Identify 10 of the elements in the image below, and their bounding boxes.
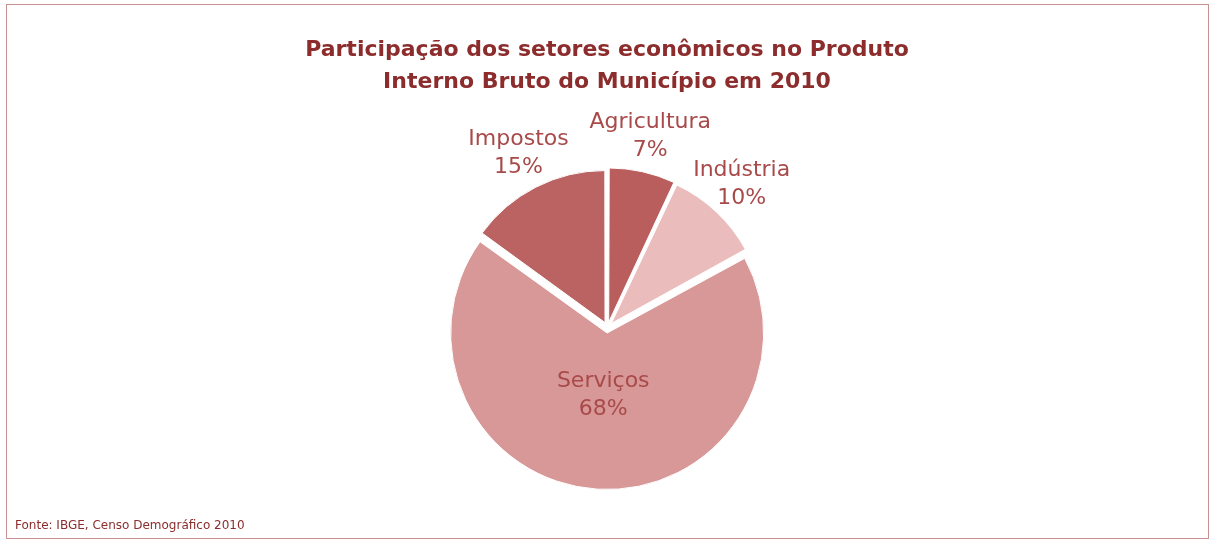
data-label: 15% (494, 152, 543, 178)
data-label: 68% (578, 395, 628, 421)
source-note: Fonte: IBGE, Censo Demográfico 2010 (15, 518, 245, 532)
data-label: 7% (632, 135, 668, 161)
chart-title: Participação dos setores econômicos no Produto Interno Bruto do Município em 2010 (304, 35, 910, 95)
slice-label: Indústria (693, 156, 791, 182)
slice-label: Serviços (556, 367, 650, 393)
data-label: 10% (717, 184, 767, 210)
slice-label: Impostos (468, 124, 569, 150)
slice-label: Agricultura (589, 107, 711, 133)
